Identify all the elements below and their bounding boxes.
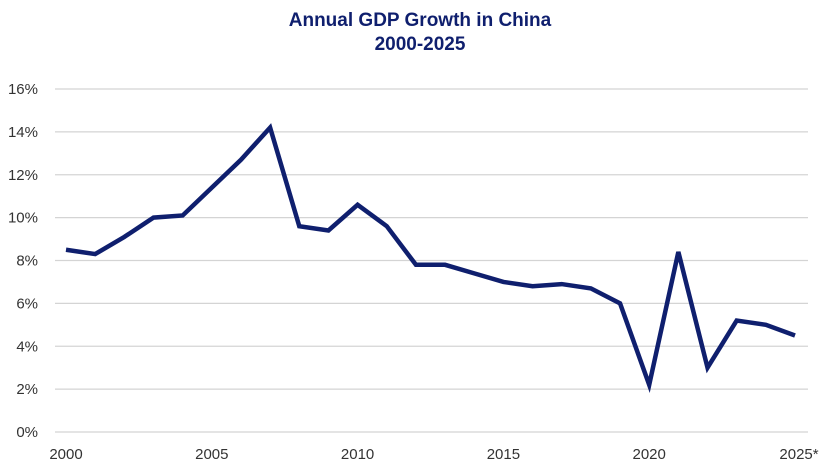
y-tick-label: 6% [16,295,38,312]
y-tick-label: 4% [16,338,38,355]
x-tick-label: 2010 [341,446,374,463]
x-tick-label: 2000 [49,446,82,463]
x-tick-label: 2015 [487,446,520,463]
chart-subtitle: 2000-2025 [374,34,466,55]
y-tick-label: 14% [8,124,38,141]
y-tick-label: 0% [16,424,38,441]
x-tick-label: 2020 [633,446,666,463]
series-line [65,123,796,393]
y-tick-label: 12% [8,167,38,184]
y-tick-label: 10% [8,210,38,227]
y-tick-label: 8% [16,253,38,270]
chart-title: Annual GDP Growth in China [288,10,552,31]
x-tick-label: 2025* [779,446,818,463]
y-tick-label: 16% [8,81,38,98]
y-tick-label: 2% [16,381,38,398]
x-tick-label: 2005 [195,446,228,463]
